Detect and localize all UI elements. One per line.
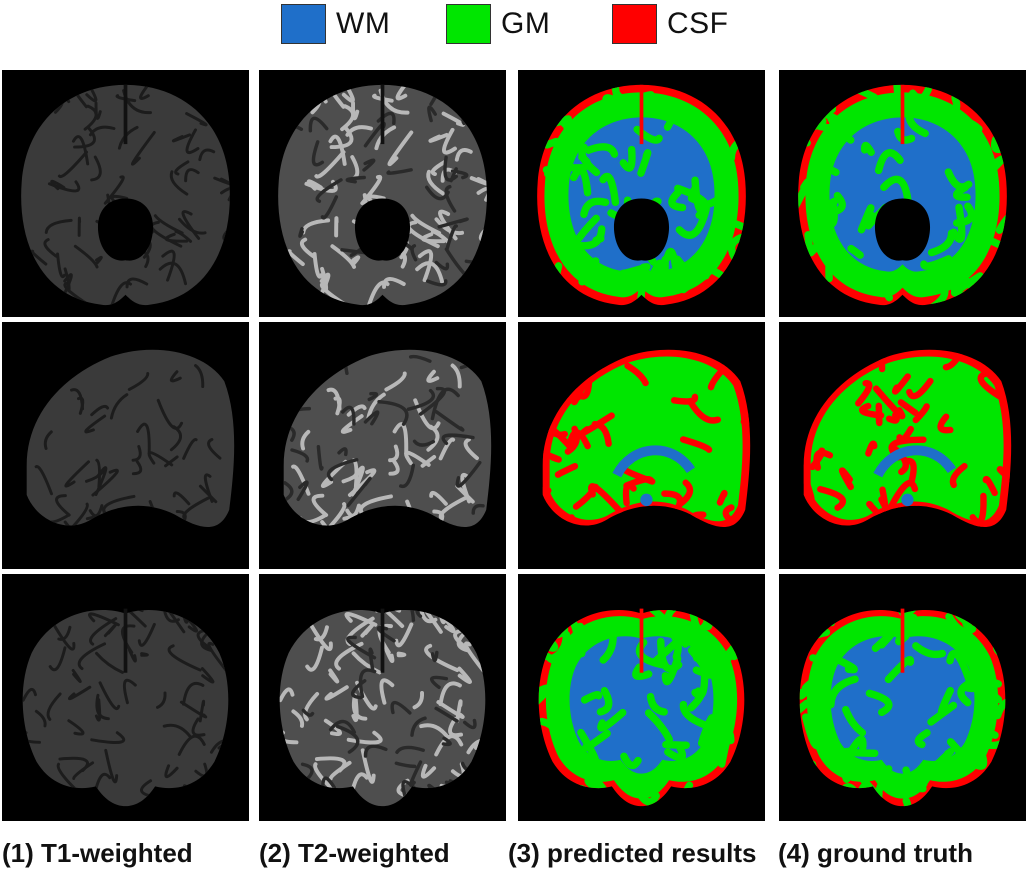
ventricle-hole <box>613 198 670 261</box>
panel-coronal-seg-3 <box>518 574 765 821</box>
ventricle-hole <box>354 198 411 261</box>
panel-axial-seg-4 <box>779 70 1026 317</box>
ventricle-hole <box>874 198 931 261</box>
legend-swatch-csf <box>612 4 657 44</box>
panel-sagittal-seg-4 <box>779 322 1026 569</box>
wm-coronal <box>830 636 975 774</box>
ventricle-hole <box>97 198 154 261</box>
panel-axial-t1-1 <box>2 70 249 317</box>
wm-sagittal <box>612 445 696 478</box>
caption-predicted-results: (3) predicted results <box>508 838 757 868</box>
legend-label-csf: CSF <box>667 7 729 40</box>
caption-t2-weighted: (2) T2-weighted <box>259 838 450 868</box>
panel-coronal-t1-1 <box>2 574 249 821</box>
legend-label-gm: GM <box>501 7 551 40</box>
legend-swatch-wm <box>281 4 326 44</box>
panel-axial-seg-3 <box>518 70 765 317</box>
wm-axial <box>829 117 976 272</box>
wm-sagittal <box>873 445 957 478</box>
panel-axial-t2-2 <box>259 70 506 317</box>
legend: WM GM CSF <box>0 0 1028 55</box>
legend-item-gm: GM <box>446 2 550 46</box>
panel-sagittal-t1-1 <box>2 322 249 569</box>
legend-label-wm: WM <box>336 7 391 40</box>
panel-coronal-seg-4 <box>779 574 1026 821</box>
caption-ground-truth: (4) ground truth <box>778 838 973 868</box>
legend-item-wm: WM <box>281 2 390 46</box>
caption-t1-weighted: (1) T1-weighted <box>2 838 193 868</box>
panel-sagittal-seg-3 <box>518 322 765 569</box>
legend-swatch-gm <box>446 4 491 44</box>
panel-sagittal-t2-2 <box>259 322 506 569</box>
panel-coronal-t2-2 <box>259 574 506 821</box>
legend-item-csf: CSF <box>612 2 729 46</box>
